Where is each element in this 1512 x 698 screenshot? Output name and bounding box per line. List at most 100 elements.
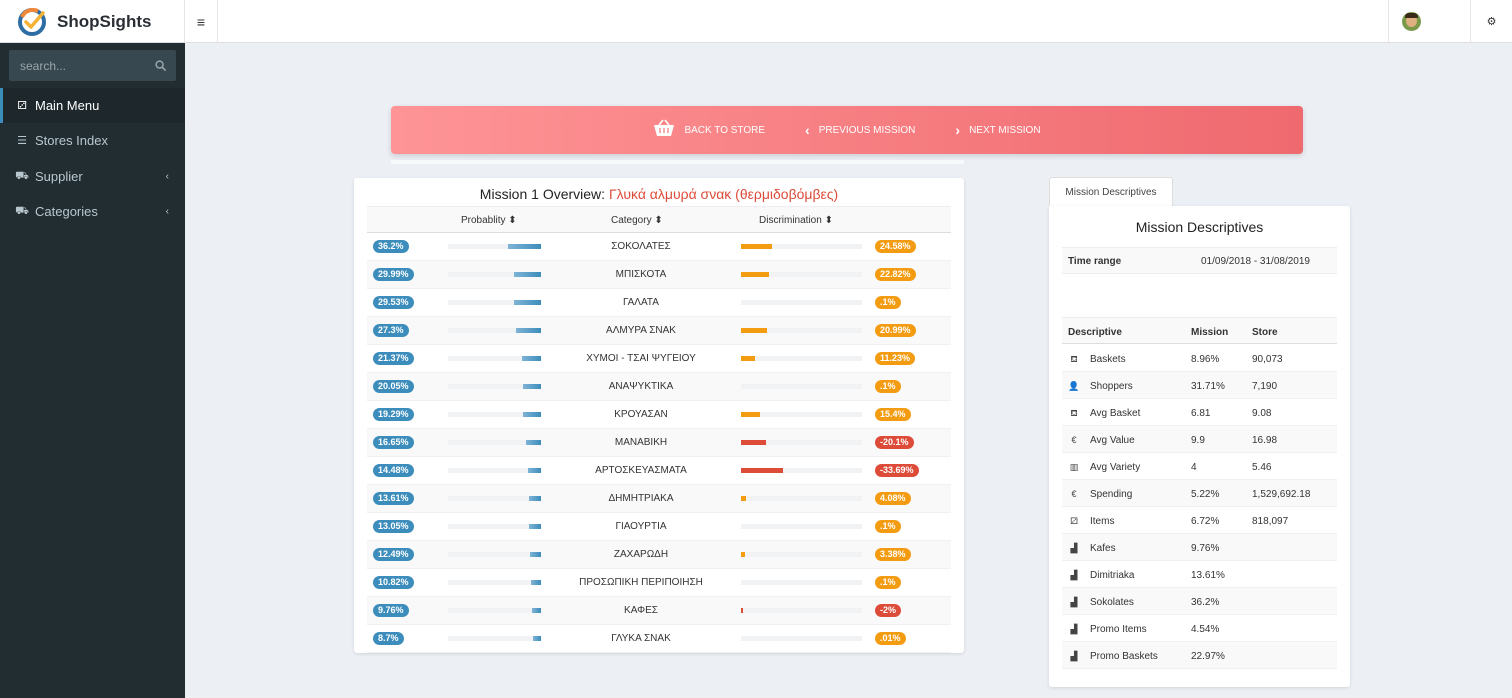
probability-badge: 13.05% <box>373 520 414 533</box>
category-name: ΧΥΜΟΙ - ΤΣΑΙ ΨΥΓΕΙΟΥ <box>586 353 696 364</box>
descriptive-row: ▟ Dimitriaka 13.61% <box>1062 561 1337 588</box>
discrimination-bar-fill <box>741 608 743 613</box>
database-icon: ☰ <box>17 135 27 147</box>
basket-icon <box>653 119 675 141</box>
cubes-icon: ⚂ <box>17 100 27 112</box>
mission-header: Mission <box>1191 327 1229 338</box>
probability-bar-fill <box>529 496 541 501</box>
probability-bar-fill <box>516 328 541 333</box>
previous-mission-button[interactable]: ‹ PREVIOUS MISSION <box>805 122 915 138</box>
descriptive-row: ▟ Promo Items 4.54% <box>1062 615 1337 642</box>
overview-title-prefix: Mission 1 Overview: <box>479 186 606 202</box>
avatar <box>1402 12 1421 31</box>
probability-bar <box>448 636 541 641</box>
probability-bar <box>448 412 541 417</box>
back-to-store-label: BACK TO STORE <box>684 124 766 136</box>
discrimination-bar <box>741 468 862 473</box>
discrimination-bar <box>741 580 862 585</box>
store-value: 5.46 <box>1252 462 1272 473</box>
chart-icon: ▟ <box>1070 624 1078 634</box>
settings-gears-icon[interactable]: ⚙ <box>1470 0 1512 43</box>
discrimination-badge: 4.08% <box>875 492 911 505</box>
category-header[interactable]: Category ⬍ <box>611 215 663 226</box>
sidebar-item-categories[interactable]: ⛟ Categories ‹ <box>0 194 185 229</box>
chart-icon: ▟ <box>1070 597 1078 607</box>
probability-badge: 10.82% <box>373 576 414 589</box>
probability-badge: 36.2% <box>373 240 409 253</box>
top-navbar: ShopSights ≡ ⚙ <box>0 0 1512 43</box>
euro-icon: € <box>1071 489 1077 499</box>
discrimination-badge: 24.58% <box>875 240 916 253</box>
probability-bar-fill <box>508 244 541 249</box>
sidebar-item-label: Main Menu <box>35 98 100 113</box>
discrimination-header[interactable]: Discrimination ⬍ <box>759 215 833 226</box>
chevron-left-icon: ‹ <box>165 206 169 217</box>
discrimination-bar-fill <box>741 328 767 333</box>
sidebar-item-main-menu[interactable]: ⚂ Main Menu <box>0 88 185 123</box>
discrimination-bar <box>741 244 862 249</box>
store-value: 1,529,692.18 <box>1252 489 1311 500</box>
category-name: ΑΛΜΥΡΑ ΣΝΑΚ <box>606 325 676 336</box>
discrimination-badge: 22.82% <box>875 268 916 281</box>
table-row: 36.2% ΣΟΚΟΛΑΤΕΣ 24.58% <box>367 233 951 261</box>
sidebar-search <box>9 50 176 81</box>
logo[interactable]: ShopSights <box>0 0 185 43</box>
banner-shadow <box>391 160 964 164</box>
discrimination-bar-fill <box>741 356 755 361</box>
basket-icon: ⛾ <box>1070 354 1078 364</box>
store-value: 818,097 <box>1252 516 1289 527</box>
category-name: ΚΑΦΕΣ <box>624 605 658 616</box>
mission-value: 4.54% <box>1191 624 1220 635</box>
menu-toggle-icon[interactable]: ≡ <box>185 0 218 43</box>
back-to-store-button[interactable]: BACK TO STORE <box>653 119 765 141</box>
descriptive-row: ▟ Promo Baskets 22.97% <box>1062 642 1337 669</box>
chevron-left-icon: ‹ <box>805 122 810 138</box>
sidebar-item-supplier[interactable]: ⛟ Supplier ‹ <box>0 159 185 194</box>
descriptive-label: Sokolates <box>1090 597 1134 608</box>
next-mission-label: NEXT MISSION <box>969 124 1041 136</box>
time-range-label: Time range <box>1068 256 1122 267</box>
probability-bar-fill <box>532 608 541 613</box>
descriptive-label: Avg Basket <box>1090 408 1141 419</box>
tab-mission-descriptives[interactable]: Mission Descriptives <box>1049 177 1173 207</box>
user-menu[interactable] <box>1388 0 1470 43</box>
category-name: ΓΙΑΟΥΡΤΙΑ <box>615 521 667 532</box>
probability-badge: 29.53% <box>373 296 414 309</box>
category-name: ΑΡΤΟΣΚΕΥΑΣΜΑΤΑ <box>595 465 687 476</box>
descriptive-row: € Avg Value 9.9 16.98 <box>1062 426 1337 453</box>
time-range-value: 01/09/2018 - 31/08/2019 <box>1201 256 1310 267</box>
sidebar-item-stores-index[interactable]: ☰ Stores Index <box>0 123 185 158</box>
discrimination-badge: .1% <box>875 576 901 589</box>
discrimination-bar-fill <box>741 412 760 417</box>
mission-value: 6.72% <box>1191 516 1220 527</box>
category-name: ΓΛΥΚΑ ΣΝΑΚ <box>611 633 671 644</box>
mission-value: 22.97% <box>1191 651 1225 662</box>
mission-value: 9.76% <box>1191 543 1220 554</box>
probability-bar <box>448 244 541 249</box>
store-value: 9.08 <box>1252 408 1272 419</box>
chart-icon: ▟ <box>1070 543 1078 553</box>
discrimination-bar <box>741 440 862 445</box>
discrimination-badge: -2% <box>875 604 902 617</box>
store-value: 7,190 <box>1252 381 1278 392</box>
descriptive-label: Kafes <box>1090 543 1116 554</box>
table-row: 14.48% ΑΡΤΟΣΚΕΥΑΣΜΑΤΑ -33.69% <box>367 457 951 485</box>
chevron-left-icon: ‹ <box>165 171 169 182</box>
next-mission-button[interactable]: › NEXT MISSION <box>955 122 1040 138</box>
search-input[interactable] <box>9 50 144 81</box>
probability-header[interactable]: Probablity ⬍ <box>461 215 517 226</box>
store-value: 16.98 <box>1252 435 1278 446</box>
probability-bar <box>448 300 541 305</box>
store-value: 90,073 <box>1252 354 1283 365</box>
mission-descriptives-card: Mission Descriptives Time range 01/09/20… <box>1049 206 1350 687</box>
logo-icon <box>17 7 47 37</box>
discrimination-bar-fill <box>741 440 766 445</box>
descriptive-label: Avg Value <box>1090 435 1135 446</box>
discrimination-bar <box>741 524 862 529</box>
table-row: 21.37% ΧΥΜΟΙ - ΤΣΑΙ ΨΥΓΕΙΟΥ 11.23% <box>367 345 951 373</box>
search-icon[interactable] <box>144 50 176 81</box>
probability-bar <box>448 496 541 501</box>
euro-icon: € <box>1071 435 1077 445</box>
descriptive-row: ▟ Sokolates 36.2% <box>1062 588 1337 615</box>
probability-bar-fill <box>531 580 541 585</box>
